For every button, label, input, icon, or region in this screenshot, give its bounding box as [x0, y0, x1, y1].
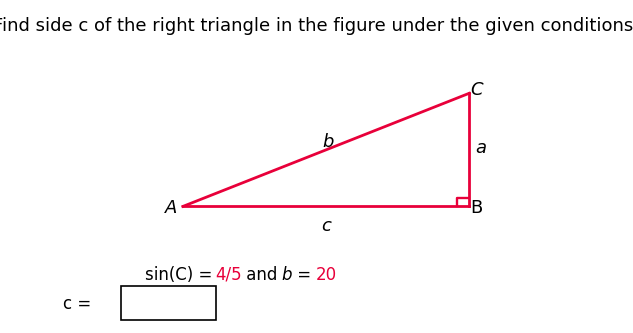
Text: c: c: [321, 217, 331, 235]
Text: C: C: [470, 81, 483, 99]
Text: a: a: [476, 139, 487, 157]
Text: b: b: [282, 266, 292, 284]
Text: c =: c =: [63, 295, 97, 313]
Text: b: b: [323, 133, 334, 151]
Text: and: and: [241, 266, 283, 284]
Text: 4/5: 4/5: [215, 266, 242, 284]
Text: 20: 20: [316, 266, 337, 284]
Text: A: A: [165, 199, 177, 217]
Text: Find side c of the right triangle in the figure under the given conditions.: Find side c of the right triangle in the…: [0, 17, 633, 35]
Text: =: =: [292, 266, 316, 284]
Bar: [121, 286, 216, 320]
Text: sin(C) =: sin(C) =: [144, 266, 217, 284]
Text: B: B: [470, 199, 482, 217]
